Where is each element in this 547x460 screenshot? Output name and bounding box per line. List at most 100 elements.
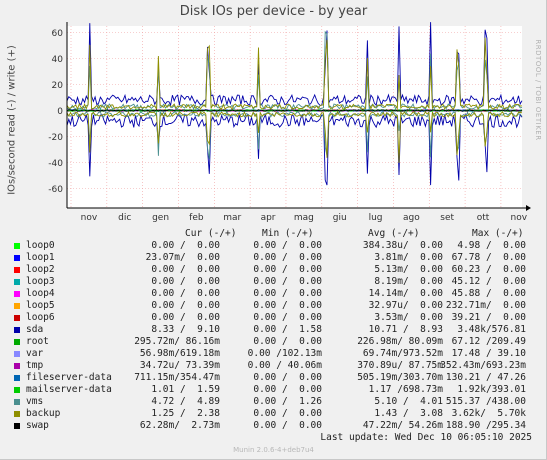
legend-name: backup [26, 408, 61, 419]
legend-min: 0.00 / 0.00 [253, 288, 322, 299]
legend-min: 0.00 / 0.00 [253, 336, 322, 347]
x-tick-labels: nov dic gen feb mar apr mag giu lug ago set ott nov [81, 213, 528, 223]
legend-min: 0.00 / 0.00 [253, 252, 322, 263]
legend-min: 0.00 / 1.26 [253, 396, 322, 407]
legend-max: 4.98 / 0.00 [457, 240, 526, 251]
legend-avg: 5.10 / 4.01 [374, 396, 443, 407]
legend-avg: 370.89u/ 87.75m [357, 360, 443, 371]
x-tick-label: gen [152, 213, 169, 223]
x-tick-label: nov [511, 213, 528, 223]
legend-swatch [14, 351, 20, 357]
legend-row-fileserver-data: fileserver-data 711.15m/354.47m 0.00 / 0.0… [0, 372, 547, 384]
legend-swatch [14, 387, 20, 393]
legend-cur: 295.72m/ 86.16m [134, 336, 220, 347]
legend-avg: 32.97u/ 0.00 [368, 300, 443, 311]
legend-cur: 0.00 / 0.00 [151, 240, 220, 251]
legend-max: 67.12 /209.49 [451, 336, 526, 347]
x-tick-label: nov [81, 213, 98, 223]
legend-row-swap: swap 62.28m/ 2.73m 0.00 / 0.00 47.22m/ 54.2… [0, 420, 547, 432]
series-line-backup-write [66, 37, 523, 111]
legend-cur: 0.00 / 0.00 [151, 312, 220, 323]
legend-max: 352.43m/693.23m [440, 360, 526, 371]
legend-max: 45.12 / 0.00 [451, 276, 526, 287]
legend-name: loop4 [26, 288, 55, 299]
y-tick-label: -40 [48, 159, 63, 169]
legend-avg: 3.53m/ 0.00 [374, 312, 443, 323]
x-tick-label: ott [477, 213, 490, 223]
legend-header: Cur (-/+) Min (-/+) Avg (-/+) Max (-/+) [0, 228, 523, 283]
legend-name: var [26, 348, 44, 359]
legend-max: 188.90 /295.34 [445, 420, 526, 431]
legend-min: 0.00 / 0.00 [253, 312, 322, 323]
legend-row-root: root 295.72m/ 86.16m 0.00 / 0.00 226.98m/ 8… [0, 336, 547, 348]
x-tick-label: mag [294, 213, 314, 223]
legend-cur: 23.07m/ 0.00 [145, 252, 220, 263]
legend-max: 3.62k/ 5.70k [451, 408, 526, 419]
legend-name: mailserver-data [26, 384, 112, 395]
legend-row-loop2: loop2 0.00 / 0.00 0.00 / 0.00 5.13m/ 0.00 60… [0, 264, 547, 276]
legend-name: loop6 [26, 312, 55, 323]
legend-swatch [14, 303, 20, 309]
legend-max: 17.48 / 39.10 [451, 348, 526, 359]
header-avg: Avg (-/+) [368, 228, 420, 239]
legend-max: 39.21 / 0.00 [451, 312, 526, 323]
series-line-vms-write [66, 30, 523, 111]
legend-avg: 69.74m/973.52m [362, 348, 443, 359]
legend-min: 0.00 / 0.00 [253, 264, 322, 275]
legend-swatch [14, 339, 20, 345]
legend-max: 45.88 / 0.00 [451, 288, 526, 299]
legend-max: 515.37 /438.00 [445, 396, 526, 407]
legend-cur: 34.72u/ 73.39m [139, 360, 220, 371]
last-update: Last update: Wed Dec 10 06:05:10 2025 [320, 432, 532, 443]
legend-avg: 5.13m/ 0.00 [374, 264, 443, 275]
legend-swatch [14, 375, 20, 381]
legend-swatch [14, 399, 20, 405]
legend-name: loop1 [26, 252, 55, 263]
legend-name: fileserver-data [26, 372, 112, 383]
y-tick-label: 0 [57, 107, 63, 117]
legend-name: loop2 [26, 264, 55, 275]
legend-name: loop5 [26, 300, 55, 311]
legend-max: 67.78 / 0.00 [451, 252, 526, 263]
x-tick-label: mar [223, 213, 241, 223]
series-line-swap [66, 109, 523, 112]
chart-title: Disk IOs per device - by year [179, 4, 368, 19]
legend-swatch [14, 267, 20, 273]
legend-name: swap [26, 420, 49, 431]
legend-name: sda [26, 324, 44, 335]
legend-row-tmp: tmp 34.72u/ 73.39m 0.00 / 40.06m 370.89u/ 8… [0, 360, 547, 372]
legend-cur: 0.00 / 0.00 [151, 276, 220, 287]
legend-cur: 1.25 / 2.38 [151, 408, 220, 419]
header-min: Min (-/+) [262, 228, 314, 239]
series-lines [66, 22, 523, 186]
legend-row-loop3: loop3 0.00 / 0.00 0.00 / 0.00 8.19m/ 0.00 45… [0, 276, 547, 288]
legend-min: 0.00 / 0.00 [253, 384, 322, 395]
legend-row-sda: sda 8.33 / 9.10 0.00 / 1.58 10.71 / 8.93 3.4… [0, 324, 547, 336]
legend-max: 232.71m/ 0.00 [445, 300, 526, 311]
legend-swatch [14, 279, 20, 285]
legend-max: 60.23 / 0.00 [451, 264, 526, 275]
y-tick-label: 40 [52, 55, 64, 65]
legend-name: loop0 [26, 240, 55, 251]
legend-row-vms: vms 4.72 / 4.89 0.00 / 1.26 5.10 / 4.01 515.… [0, 396, 547, 408]
legend-cur: 56.98m/619.18m [139, 348, 220, 359]
legend-row-backup: backup 1.25 / 2.38 0.00 / 0.00 1.43 / 3.08 3… [0, 408, 547, 420]
legend-max: 3.48k/576.81 [457, 324, 526, 335]
series-line-sda-read [66, 113, 523, 186]
series-line-backup-read [66, 110, 523, 163]
legend-name: root [26, 336, 49, 347]
y-tick-label: 60 [52, 29, 64, 39]
legend-avg: 47.22m/ 54.26m [362, 420, 443, 431]
legend-avg: 505.19m/303.70m [357, 372, 443, 383]
legend-min: 0.00 / 0.00 [253, 240, 322, 251]
legend-min: 0.00 / 0.00 [253, 276, 322, 287]
legend-cur: 0.00 / 0.00 [151, 264, 220, 275]
x-tick-label: apr [261, 213, 276, 223]
legend-name: vms [26, 396, 44, 407]
legend-avg: 1.43 / 3.08 [374, 408, 443, 419]
x-tick-label: dic [118, 213, 131, 223]
legend-avg: 8.19m/ 0.00 [374, 276, 443, 287]
legend-min: 0.00 / 0.00 [253, 300, 322, 311]
series-line-mailserver-data [66, 109, 523, 112]
x-tick-label: set [440, 213, 454, 223]
